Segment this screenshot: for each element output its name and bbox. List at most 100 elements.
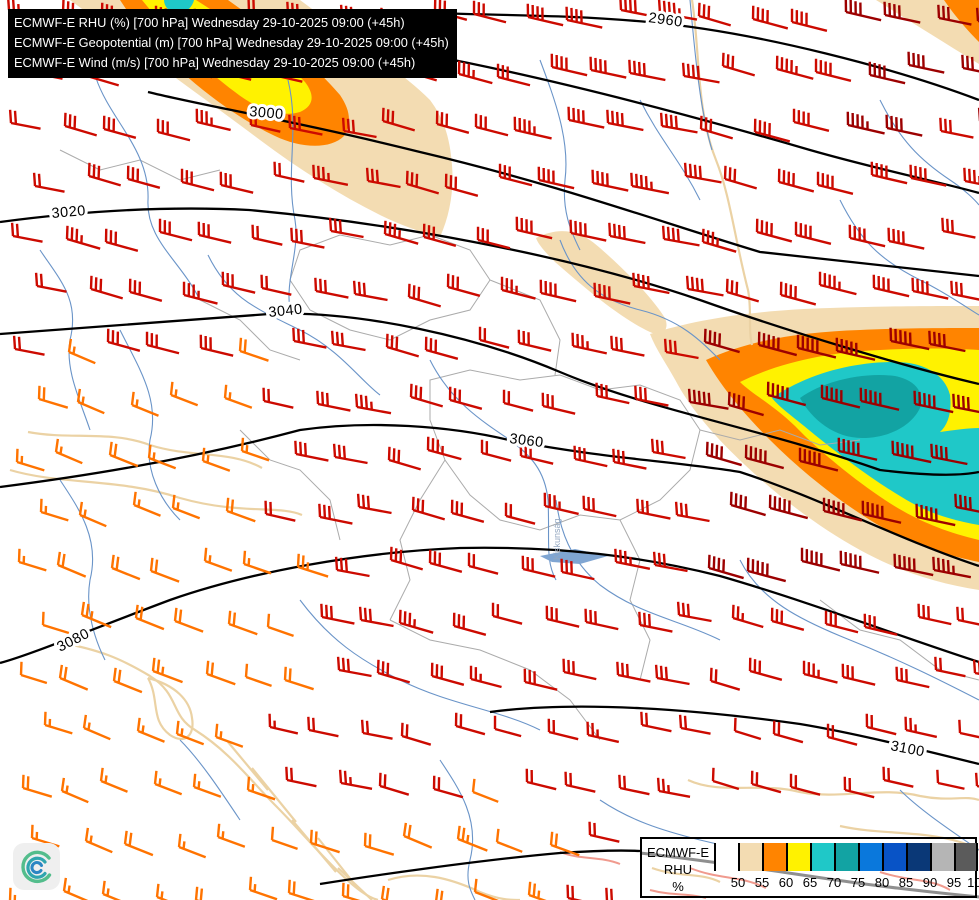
wind-barb — [454, 712, 486, 736]
wind-barb — [835, 337, 876, 361]
legend-tick-label: 50 — [730, 875, 746, 890]
wind-barb — [676, 601, 712, 623]
coastline — [651, 866, 721, 883]
wind-barb — [80, 601, 112, 629]
legend-swatch — [882, 843, 906, 871]
wind-barb — [76, 388, 105, 415]
geopotential-contour — [0, 546, 979, 665]
wind-barb — [654, 664, 690, 686]
wind-barb — [82, 714, 111, 741]
coastline — [147, 676, 194, 741]
wind-barb — [41, 611, 70, 635]
wind-barb — [360, 719, 393, 740]
wind-barb — [711, 767, 740, 791]
wind-barb — [513, 116, 552, 140]
wind-barb — [496, 63, 531, 87]
wind-barb — [628, 59, 666, 82]
wind-barb — [67, 338, 96, 365]
wind-barb — [12, 335, 45, 356]
legend-tick-labels: 50 55 60 65 70 75 80 85 90 95 100 — [714, 875, 979, 893]
wind-barb — [288, 114, 323, 136]
wind-barb — [221, 271, 256, 294]
country-border — [199, 299, 301, 361]
wind-barb — [560, 558, 595, 581]
wind-barb — [584, 608, 619, 631]
wind-barb — [703, 328, 740, 354]
wind-barb — [175, 720, 205, 746]
wind-barb — [650, 438, 686, 460]
country-border — [699, 429, 861, 446]
title-line-rhu: ECMWF-E RHU (%) [700 hPa] Wednesday 29-1… — [14, 15, 405, 30]
wind-barb — [519, 442, 554, 465]
wind-barb — [145, 331, 180, 355]
country-border — [619, 519, 651, 681]
wind-barb — [444, 173, 479, 197]
river — [739, 559, 979, 701]
legend-tick-label: 75 — [850, 875, 866, 890]
legend-swatch — [858, 843, 882, 871]
wind-barb — [248, 876, 278, 900]
wind-barb — [199, 334, 234, 357]
wind-barb — [956, 606, 979, 628]
wind-barb — [56, 551, 87, 578]
wind-barb — [270, 826, 298, 851]
wind-barb — [104, 228, 139, 252]
legend-tick-label: 65 — [802, 875, 818, 890]
wind-barb — [844, 0, 882, 22]
wind-barb — [789, 773, 821, 796]
weather-spiral-logo — [13, 843, 60, 890]
wind-barb — [260, 274, 292, 296]
wind-barb — [972, 659, 979, 681]
contour-label: 3060 — [509, 431, 545, 451]
wind-barb — [180, 168, 215, 192]
wind-barb — [365, 167, 401, 189]
wind-barb — [469, 665, 502, 689]
wind-barb — [356, 493, 392, 515]
coastline — [337, 867, 373, 900]
river — [59, 479, 106, 661]
wind-barb — [268, 713, 299, 735]
wind-barb — [424, 336, 459, 360]
wind-barb — [606, 109, 644, 132]
wind-barb — [246, 776, 276, 801]
legend-tick-label: 90 — [922, 875, 938, 890]
country-border — [429, 369, 701, 531]
wind-barb — [839, 550, 880, 574]
wind-barb — [89, 275, 124, 300]
wind-barb — [480, 439, 512, 462]
wind-barb — [652, 551, 688, 573]
river — [207, 254, 381, 396]
wind-barb — [872, 274, 910, 298]
legend-tick-label: 95 — [946, 875, 962, 890]
wind-barb — [130, 391, 159, 417]
wind-barb — [936, 769, 965, 790]
geopotential-contour — [147, 90, 979, 278]
wind-barb — [794, 221, 832, 245]
wind-barb — [950, 280, 979, 302]
wind-barb — [354, 393, 392, 415]
wind-barb — [108, 441, 139, 468]
wind-barb — [84, 827, 113, 854]
wind-barb — [566, 884, 598, 900]
wind-barb — [411, 496, 446, 521]
wind-barb — [796, 334, 837, 359]
wind-barb — [733, 717, 762, 741]
wind-barb — [582, 495, 617, 518]
wind-barb — [586, 721, 620, 744]
wind-barb — [610, 335, 645, 357]
wind-barb — [616, 661, 651, 683]
wind-barb — [891, 440, 932, 464]
title-box: ECMWF-E RHU (%) [700 hPa] Wednesday 29-1… — [8, 9, 457, 78]
wind-barb — [262, 387, 294, 409]
wind-barb — [309, 829, 340, 854]
contour-label: 3000 — [249, 104, 285, 123]
wind-barb — [640, 711, 672, 733]
country-border — [239, 429, 341, 541]
wind-barb — [273, 161, 305, 183]
wind-barb — [472, 0, 507, 24]
wind-barb — [381, 107, 416, 132]
wind-barb — [937, 4, 972, 26]
wind-barb — [885, 114, 923, 137]
wind-barb — [136, 717, 165, 743]
title-line-wind: ECMWF-E Wind (m/s) [700 hPa] Wednesday 2… — [14, 55, 416, 70]
